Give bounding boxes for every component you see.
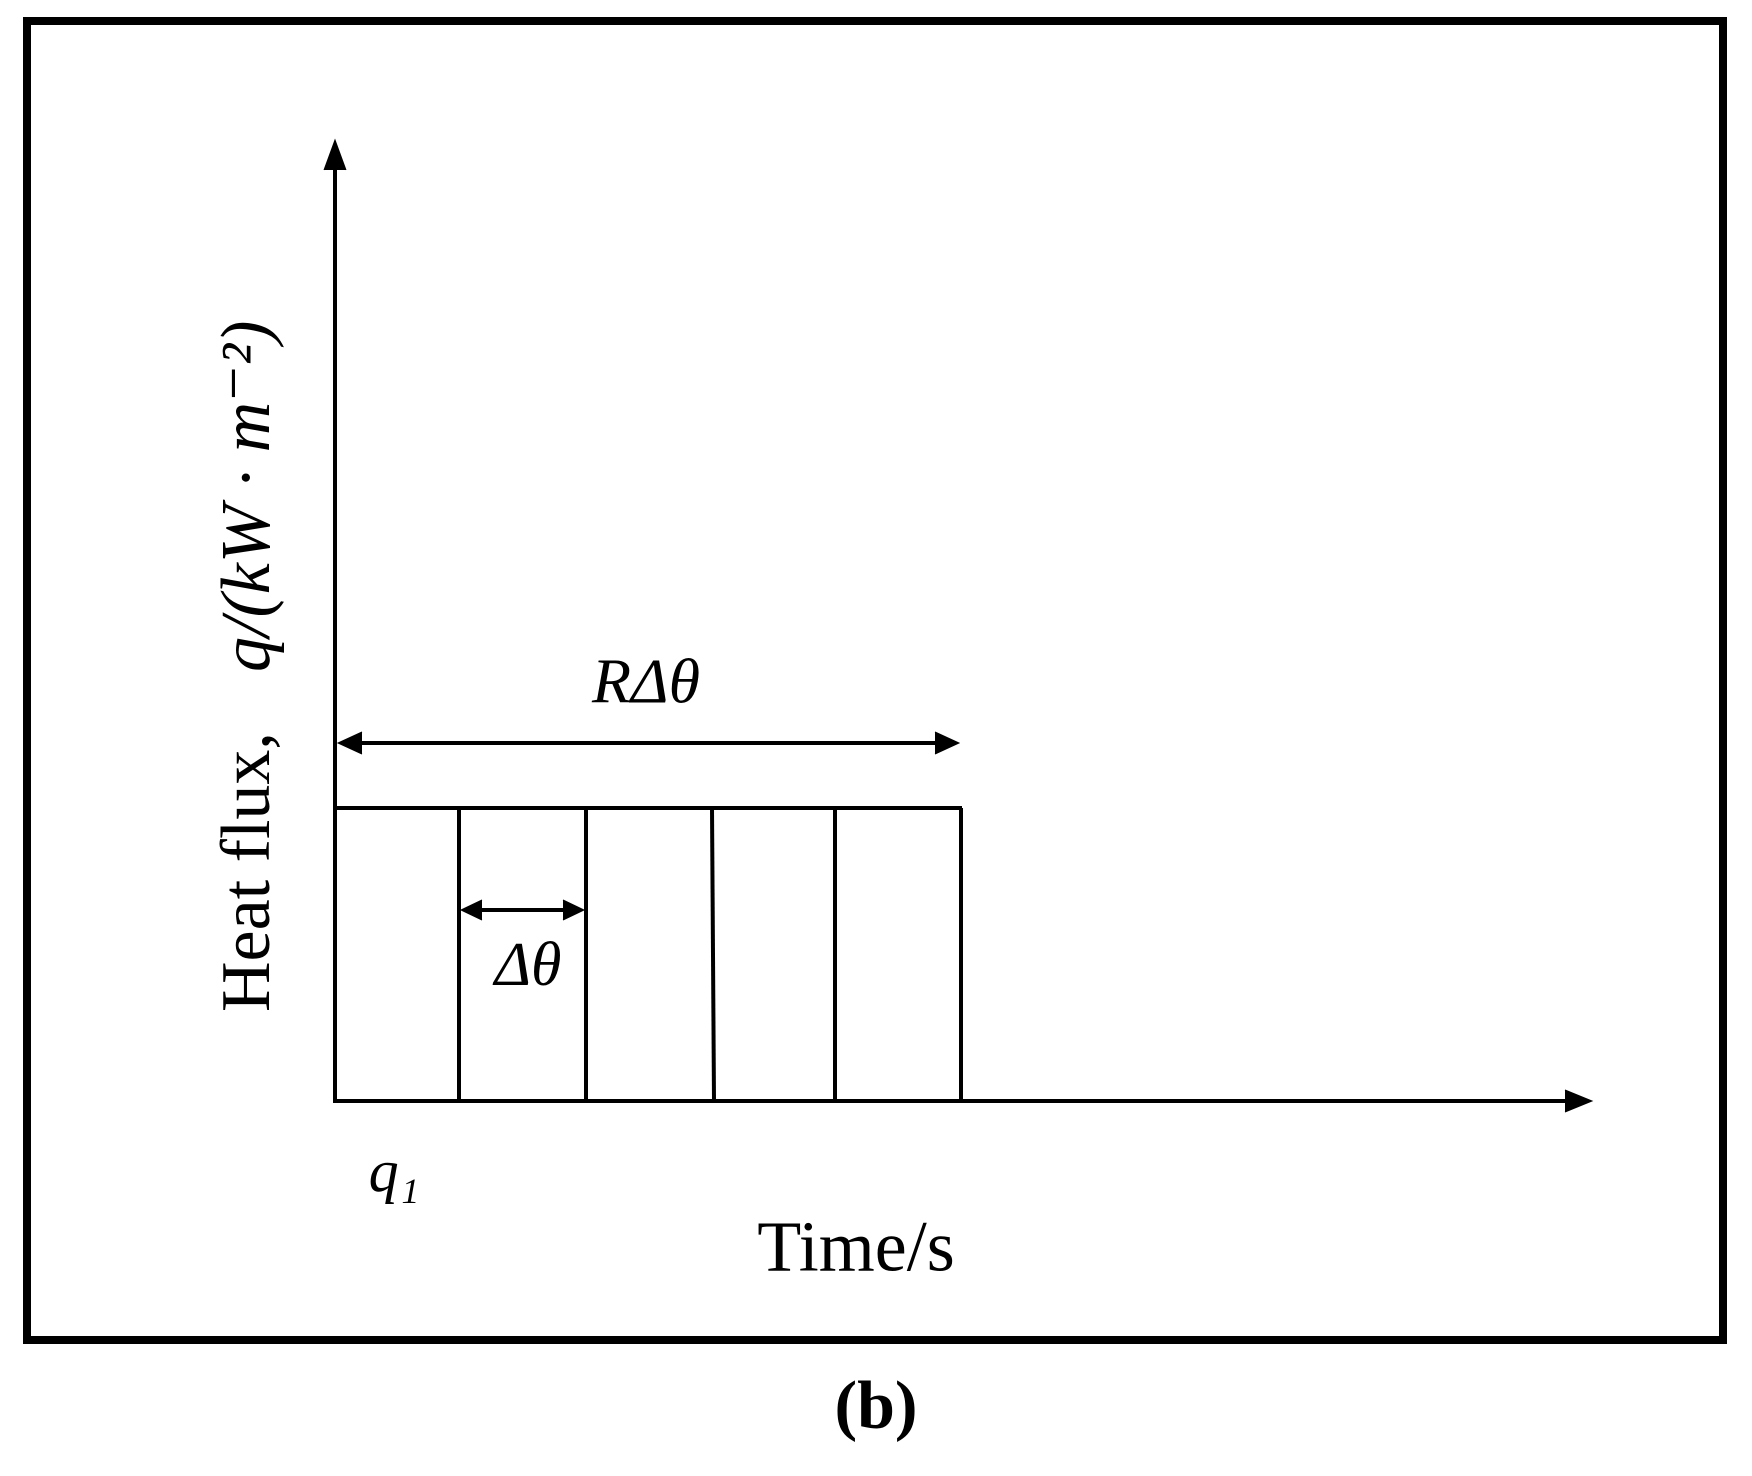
span-label: RΔθ [591, 646, 700, 717]
y-axis-arrow [323, 138, 347, 171]
y-axis-label: Heat flux, q/(kW · m⁻²) [208, 321, 285, 1012]
caption: (b) [834, 1367, 917, 1443]
span-arrow-head [934, 731, 961, 755]
step-arrow-head [459, 899, 483, 921]
y-axis-label-text: Heat flux, [208, 732, 285, 1012]
step-arrow-head [562, 899, 586, 921]
x-axis-arrow [1564, 1089, 1594, 1113]
y-axis-label-math: q/(kW · m⁻²) [208, 321, 285, 672]
span-arrow-head [336, 731, 363, 755]
x-axis-label: Time/s [757, 1207, 954, 1287]
first-flux-label: q₁ [369, 1138, 420, 1204]
pulse-divider [710, 807, 716, 1102]
step-label: Δθ [492, 931, 562, 999]
frame [23, 17, 1727, 1344]
